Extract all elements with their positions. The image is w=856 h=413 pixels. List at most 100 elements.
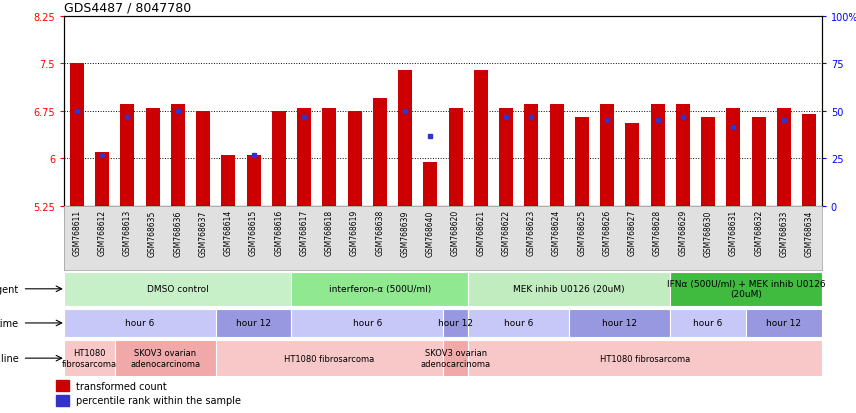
Text: hour 12: hour 12 xyxy=(236,319,271,328)
Text: hour 12: hour 12 xyxy=(603,319,637,328)
Bar xyxy=(291,272,468,306)
Bar xyxy=(525,105,538,206)
Text: HT1080 fibrosarcoma: HT1080 fibrosarcoma xyxy=(284,354,374,363)
Text: GSM768617: GSM768617 xyxy=(300,210,309,256)
Text: GSM768622: GSM768622 xyxy=(502,210,511,256)
Text: GSM768621: GSM768621 xyxy=(476,210,485,256)
Bar xyxy=(468,309,569,337)
Text: GSM768612: GSM768612 xyxy=(98,210,107,256)
Text: GSM768636: GSM768636 xyxy=(173,210,182,256)
Text: cell line: cell line xyxy=(0,353,19,363)
Text: percentile rank within the sample: percentile rank within the sample xyxy=(75,396,241,406)
Bar xyxy=(777,108,791,206)
Text: GSM768633: GSM768633 xyxy=(779,210,788,256)
Bar xyxy=(297,108,311,206)
Bar xyxy=(222,156,235,206)
Bar xyxy=(216,309,291,337)
Text: hour 6: hour 6 xyxy=(125,319,155,328)
Bar xyxy=(424,162,437,206)
Text: GSM768629: GSM768629 xyxy=(678,210,687,256)
Bar xyxy=(752,118,765,206)
Text: GSM768613: GSM768613 xyxy=(122,210,132,256)
Bar xyxy=(550,105,563,206)
Bar xyxy=(727,108,740,206)
Text: GSM768638: GSM768638 xyxy=(375,210,384,256)
Bar xyxy=(626,124,639,206)
Bar xyxy=(373,99,387,206)
Bar xyxy=(569,309,670,337)
Bar xyxy=(121,105,134,206)
Bar xyxy=(468,340,822,376)
Bar xyxy=(802,115,816,206)
Text: GSM768628: GSM768628 xyxy=(653,210,663,256)
Bar xyxy=(468,272,670,306)
Text: GSM768611: GSM768611 xyxy=(72,210,81,256)
Bar xyxy=(670,272,822,306)
Text: GSM768639: GSM768639 xyxy=(401,210,410,256)
Text: SKOV3 ovarian
adenocarcinoma: SKOV3 ovarian adenocarcinoma xyxy=(420,349,490,368)
Text: GSM768632: GSM768632 xyxy=(754,210,764,256)
Bar xyxy=(398,70,412,206)
Bar xyxy=(64,272,291,306)
Bar xyxy=(746,309,822,337)
Text: GSM768620: GSM768620 xyxy=(451,210,461,256)
Bar xyxy=(600,105,614,206)
Text: IFNα (500U/ml) + MEK inhib U0126
(20uM): IFNα (500U/ml) + MEK inhib U0126 (20uM) xyxy=(667,280,825,299)
Text: interferon-α (500U/ml): interferon-α (500U/ml) xyxy=(329,285,431,294)
Bar xyxy=(443,309,468,337)
Bar xyxy=(499,108,513,206)
Text: GSM768627: GSM768627 xyxy=(627,210,637,256)
Bar xyxy=(146,108,159,206)
Text: GSM768616: GSM768616 xyxy=(274,210,283,256)
Text: GSM768631: GSM768631 xyxy=(728,210,738,256)
Text: MEK inhib U0126 (20uM): MEK inhib U0126 (20uM) xyxy=(514,285,625,294)
Text: GSM768630: GSM768630 xyxy=(704,210,713,256)
Text: hour 6: hour 6 xyxy=(353,319,382,328)
Bar xyxy=(56,395,69,406)
Text: GSM768615: GSM768615 xyxy=(249,210,259,256)
Bar xyxy=(247,156,260,206)
Text: hour 12: hour 12 xyxy=(438,319,473,328)
Text: SKOV3 ovarian
adenocarcinoma: SKOV3 ovarian adenocarcinoma xyxy=(130,349,200,368)
Bar xyxy=(171,105,185,206)
Text: agent: agent xyxy=(0,284,19,294)
Bar xyxy=(196,112,210,206)
Bar xyxy=(670,309,746,337)
Bar xyxy=(651,105,664,206)
Bar xyxy=(70,64,84,206)
Bar xyxy=(676,105,690,206)
Text: transformed count: transformed count xyxy=(75,381,166,391)
Bar xyxy=(216,340,443,376)
Text: HT1080
fibrosarcoma: HT1080 fibrosarcoma xyxy=(62,349,117,368)
Text: HT1080 fibrosarcoma: HT1080 fibrosarcoma xyxy=(600,354,690,363)
Bar xyxy=(474,70,488,206)
Bar xyxy=(348,112,361,206)
Bar xyxy=(56,380,69,392)
Text: GSM768634: GSM768634 xyxy=(805,210,814,256)
Text: hour 6: hour 6 xyxy=(504,319,533,328)
Text: GSM768623: GSM768623 xyxy=(526,210,536,256)
Text: GSM768637: GSM768637 xyxy=(199,210,208,256)
Text: hour 6: hour 6 xyxy=(693,319,722,328)
Text: GSM768619: GSM768619 xyxy=(350,210,360,256)
Bar xyxy=(95,153,109,206)
Text: DMSO control: DMSO control xyxy=(147,285,209,294)
Text: GSM768618: GSM768618 xyxy=(324,210,334,256)
Text: GSM768640: GSM768640 xyxy=(425,210,435,256)
Bar xyxy=(443,340,468,376)
Bar xyxy=(115,340,216,376)
Bar xyxy=(291,309,443,337)
Text: GSM768625: GSM768625 xyxy=(577,210,586,256)
Text: GSM768626: GSM768626 xyxy=(603,210,612,256)
Text: GSM768614: GSM768614 xyxy=(223,210,233,256)
Bar xyxy=(64,340,115,376)
Text: GSM768624: GSM768624 xyxy=(552,210,562,256)
Bar xyxy=(272,112,286,206)
Text: GDS4487 / 8047780: GDS4487 / 8047780 xyxy=(64,1,192,14)
Text: time: time xyxy=(0,318,19,328)
Text: hour 12: hour 12 xyxy=(766,319,801,328)
Text: GSM768635: GSM768635 xyxy=(148,210,158,256)
Bar xyxy=(701,118,715,206)
Bar xyxy=(323,108,336,206)
Bar xyxy=(449,108,462,206)
